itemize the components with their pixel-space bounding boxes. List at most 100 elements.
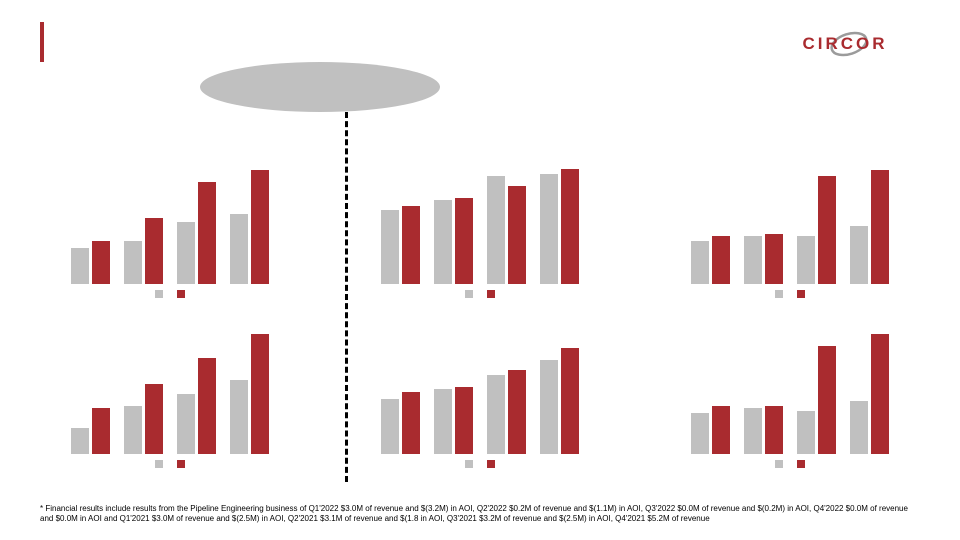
bar-group <box>230 170 269 284</box>
bar-b <box>508 370 526 454</box>
bar-a <box>797 411 815 454</box>
bars <box>30 334 310 454</box>
bar-a <box>124 241 142 284</box>
legend-swatch-a <box>775 290 783 298</box>
bar-b <box>145 218 163 284</box>
bar-group <box>744 234 783 284</box>
legend-swatch-b <box>487 460 495 468</box>
bar-b <box>871 170 889 284</box>
brand-logo-svg: CIRCOR <box>770 24 920 64</box>
bar-a <box>487 176 505 284</box>
bar-group <box>540 169 579 284</box>
bar-a <box>540 360 558 454</box>
bar-b <box>402 206 420 284</box>
bar-b <box>561 348 579 454</box>
bar-b <box>251 170 269 284</box>
bar-b <box>455 198 473 284</box>
bar-b <box>92 408 110 454</box>
bar-b <box>402 392 420 454</box>
bar-group <box>381 206 420 284</box>
bar-a <box>230 214 248 284</box>
bar-b <box>198 182 216 284</box>
chart-2-2 <box>340 320 620 470</box>
bar-b <box>561 169 579 284</box>
legend-swatch-a <box>465 290 473 298</box>
bar-group <box>487 176 526 284</box>
legend-swatch-b <box>797 460 805 468</box>
legend <box>340 458 620 470</box>
legend-swatch-b <box>177 290 185 298</box>
legend-swatch-a <box>155 460 163 468</box>
chart-1-2 <box>340 150 620 300</box>
bar-b <box>818 176 836 284</box>
bar-a <box>177 222 195 284</box>
bar-a <box>487 375 505 454</box>
bar-a <box>381 210 399 284</box>
slide: CIRCOR * Financial results <box>0 0 960 540</box>
legend <box>650 458 930 470</box>
bar-b <box>92 241 110 284</box>
bar-a <box>540 174 558 284</box>
bars <box>340 334 620 454</box>
bars <box>30 164 310 284</box>
bar-group <box>744 406 783 454</box>
legend-swatch-a <box>155 290 163 298</box>
legend-swatch-b <box>487 290 495 298</box>
bars <box>650 164 930 284</box>
chart-1-1 <box>30 150 310 300</box>
bar-a <box>71 248 89 284</box>
bar-group <box>691 406 730 454</box>
bar-a <box>381 399 399 454</box>
charts-grid <box>30 150 930 470</box>
bar-b <box>765 234 783 284</box>
bar-group <box>177 358 216 454</box>
bar-a <box>691 413 709 454</box>
bar-b <box>871 334 889 454</box>
brand-wordmark: CIRCOR <box>802 34 887 53</box>
bars <box>340 164 620 284</box>
bar-b <box>712 236 730 284</box>
bar-a <box>124 406 142 454</box>
bar-group <box>850 334 889 454</box>
accent-bar <box>40 22 44 62</box>
legend-swatch-a <box>465 460 473 468</box>
bar-b <box>251 334 269 454</box>
bar-a <box>71 428 89 454</box>
chart-2-1 <box>30 320 310 470</box>
legend <box>30 458 310 470</box>
bar-group <box>71 408 110 454</box>
bar-group <box>434 198 473 284</box>
bar-a <box>691 241 709 284</box>
bar-group <box>124 218 163 284</box>
bar-a <box>850 226 868 284</box>
chart-1-3 <box>650 150 930 300</box>
bar-b <box>818 346 836 454</box>
legend <box>30 288 310 300</box>
bar-a <box>797 236 815 284</box>
bar-a <box>434 200 452 284</box>
legend-swatch-b <box>177 460 185 468</box>
bar-b <box>198 358 216 454</box>
bar-group <box>797 346 836 454</box>
footnote: * Financial results include results from… <box>40 504 920 524</box>
bar-b <box>145 384 163 454</box>
bar-group <box>124 384 163 454</box>
bar-a <box>744 408 762 454</box>
bar-a <box>230 380 248 454</box>
bar-a <box>744 236 762 284</box>
bar-a <box>850 401 868 454</box>
bar-group <box>487 370 526 454</box>
bar-group <box>691 236 730 284</box>
bar-b <box>765 406 783 454</box>
gray-oval <box>200 62 440 112</box>
bar-group <box>71 241 110 284</box>
legend-swatch-a <box>775 460 783 468</box>
bar-b <box>508 186 526 284</box>
bar-group <box>797 176 836 284</box>
bar-group <box>434 387 473 454</box>
bar-group <box>381 392 420 454</box>
bar-a <box>434 389 452 454</box>
brand-logo: CIRCOR <box>770 24 920 64</box>
bar-group <box>230 334 269 454</box>
chart-2-3 <box>650 320 930 470</box>
